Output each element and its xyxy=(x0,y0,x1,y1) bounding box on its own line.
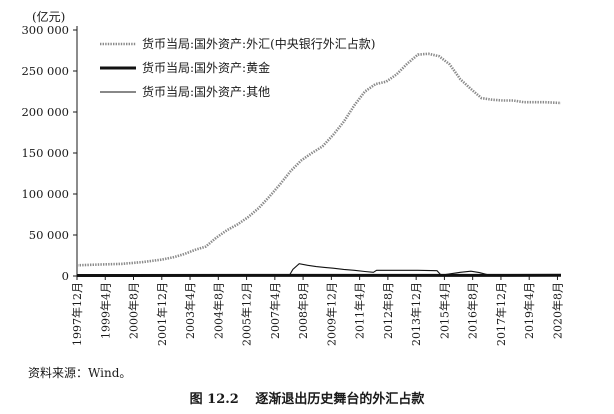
x-tick-label: 2013年12月 xyxy=(409,282,423,346)
x-tick-label: 2008年8月 xyxy=(296,282,310,339)
x-tick-label: 2016年8月 xyxy=(466,282,480,339)
series-line-1 xyxy=(76,52,562,267)
x-tick-label: 2015年4月 xyxy=(437,282,451,339)
legend: 货币当局:国外资产:外汇(中央银行外汇占款) 货币当局:国外资产:黄金货币当局:国… xyxy=(100,36,375,99)
y-tick-label: 50 000 xyxy=(29,228,69,242)
x-tick-label: 2003年4月 xyxy=(183,282,197,339)
legend-label-2: 货币当局:国外资产:黄金 xyxy=(142,60,270,75)
x-tick-label: 2017年12月 xyxy=(494,282,508,346)
series-line-3 xyxy=(77,263,561,277)
y-tick-label: 100 000 xyxy=(21,187,69,201)
x-tick-label: 2012年8月 xyxy=(381,282,395,339)
y-tick-label: 200 000 xyxy=(21,105,69,119)
figure-caption: 图 12.2 逐渐退出历史舞台的外汇占款 xyxy=(0,388,614,407)
y-tick-label: 300 000 xyxy=(21,23,69,37)
x-tick-label: 2019年4月 xyxy=(522,282,536,339)
caption-title: 逐渐退出历史舞台的外汇占款 xyxy=(255,392,425,407)
x-tick-label: 2007年4月 xyxy=(268,282,282,339)
line-chart: 0 50 000 100 000 150 000 200 000 250 000 300 0… xyxy=(21,23,564,346)
x-tick-label: 2011年4月 xyxy=(353,282,367,339)
series-lines xyxy=(76,52,562,277)
x-tick-label: 2020年8月 xyxy=(550,282,564,339)
y-tick-label: 250 000 xyxy=(21,64,69,78)
x-tick-label: 2001年12月 xyxy=(155,282,169,346)
legend-label-3: 货币当局:国外资产:其他 xyxy=(142,84,270,99)
x-tick-label: 1997年12月 xyxy=(70,282,84,346)
y-tick-label: 150 000 xyxy=(21,146,69,160)
x-tick-label: 2009年12月 xyxy=(324,282,338,346)
y-axis-unit-label: (亿元) xyxy=(32,10,66,24)
x-tick-label: 2005年12月 xyxy=(240,282,254,346)
y-tick-label: 0 xyxy=(62,269,69,283)
caption-number: 图 12.2 xyxy=(189,392,239,407)
axes: 0 50 000 100 000 150 000 200 000 250 000 300 0… xyxy=(21,23,564,346)
x-tick-label: 2000年8月 xyxy=(127,282,141,339)
source-note: 资料来源：Wind。 xyxy=(28,366,132,380)
x-tick-label: 1999年4月 xyxy=(98,282,112,339)
x-tick-label: 2004年8月 xyxy=(211,282,225,339)
legend-label-1: 货币当局:国外资产:外汇(中央银行外汇占款) xyxy=(142,36,375,51)
